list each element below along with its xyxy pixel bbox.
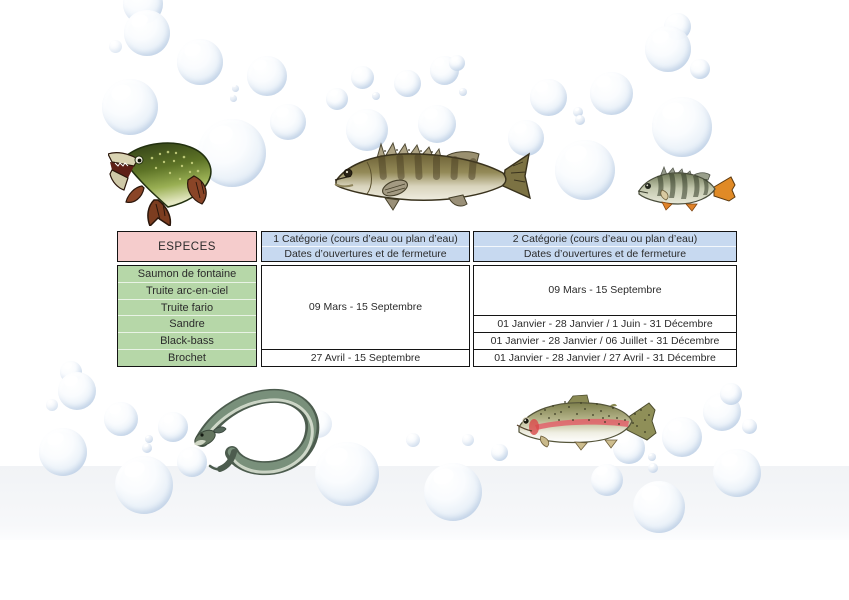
bubble: [177, 39, 223, 85]
sandre-zander-illustration: [334, 141, 531, 211]
bubble: [108, 39, 122, 53]
bubble: [575, 115, 585, 125]
cat2-dates-black-bass: 01 Janvier - 28 Janvier / 06 Juillet - 3…: [474, 331, 736, 349]
category2-subtitle: Dates d’ouvertures et de fermeture: [474, 246, 736, 261]
bubble: [662, 417, 702, 457]
bubble: [326, 88, 348, 110]
category2-dates-column: 09 Mars - 15 Septembre 01 Janvier - 28 J…: [473, 265, 737, 367]
perche-perch-illustration: [637, 166, 736, 212]
category2-title: 2 Catégorie (cours d’eau ou plan d’eau): [512, 233, 698, 245]
bubble: [406, 433, 420, 447]
bubble: [741, 418, 757, 434]
bubble: [713, 449, 761, 497]
category1-subtitle: Dates d’ouvertures et de fermeture: [262, 246, 469, 261]
species-saumon-de-fontaine: Saumon de fontaine: [137, 267, 237, 280]
bubble: [102, 79, 158, 135]
bubble: [613, 432, 645, 464]
bubble: [270, 104, 306, 140]
bubble: [573, 107, 583, 117]
bubble: [145, 435, 153, 443]
bubble: [46, 399, 58, 411]
species-truite-fario: Truite fario: [118, 298, 256, 316]
bubble: [142, 443, 152, 453]
bubble: [591, 464, 623, 496]
bubble: [652, 97, 712, 157]
bubble: [393, 69, 421, 97]
species-brochet: Brochet: [118, 349, 256, 366]
bubble: [104, 402, 138, 436]
bubble: [424, 463, 482, 521]
cat2-dates-brochet: 01 Janvier - 28 Janvier / 27 Avril - 31 …: [474, 348, 736, 366]
bubble: [58, 372, 96, 410]
species-header-cell: ESPECES: [117, 231, 257, 262]
cat1-dates-brochet: 27 Avril - 15 Septembre: [262, 348, 469, 367]
species-header-label: ESPECES: [158, 240, 216, 253]
brochet-pike-illustration: [108, 142, 212, 226]
bubble: [372, 92, 380, 100]
bubble: [158, 412, 188, 442]
cat1-dates-merged: 09 Mars - 15 Septembre: [308, 301, 423, 314]
bubble: [350, 65, 374, 89]
bubble: [124, 10, 170, 56]
species-truite-arc-en-ciel: Truite arc-en-ciel: [118, 281, 256, 299]
bubble: [247, 56, 287, 96]
species-black-bass: Black-bass: [118, 332, 256, 349]
bubble: [418, 105, 456, 143]
bubble: [315, 442, 379, 506]
bubble: [177, 447, 207, 477]
category1-dates-column: 09 Mars - 15 Septembre 27 Avril - 15 Sep…: [261, 265, 470, 367]
cat2-dates-merged: 09 Mars - 15 Septembre: [548, 284, 662, 297]
species-sandre: Sandre: [118, 315, 256, 332]
bubble: [633, 481, 685, 533]
bubble: [229, 94, 237, 102]
species-column: Saumon de fontaine Truite arc-en-ciel Tr…: [117, 265, 257, 367]
bubble: [648, 453, 656, 461]
cat2-dates-sandre: 01 Janvier - 28 Janvier / 1 Juin - 31 Dé…: [474, 314, 736, 332]
bubble: [529, 78, 567, 116]
bubble: [648, 463, 658, 473]
bubble: [555, 140, 615, 200]
bubble: [589, 71, 633, 115]
bubble: [459, 88, 467, 96]
truite-arc-en-ciel-rainbow-trout-illustration: [516, 394, 657, 451]
bubble: [490, 443, 508, 461]
bubble: [449, 55, 465, 71]
bubble: [690, 59, 710, 79]
category2-header-cell: 2 Catégorie (cours d’eau ou plan d’eau) …: [473, 231, 737, 262]
bubble: [645, 26, 691, 72]
bubble: [508, 120, 544, 156]
category1-header-cell: 1 Catégorie (cours d’eau ou plan d’eau) …: [261, 231, 470, 262]
category1-title: 1 Catégorie (cours d’eau ou plan d’eau): [273, 233, 458, 245]
anguille-eel-illustration: [194, 388, 320, 476]
bubble: [115, 456, 173, 514]
bubble: [231, 84, 239, 92]
bubble: [39, 428, 87, 476]
bubble: [720, 383, 742, 405]
bubble: [462, 434, 474, 446]
